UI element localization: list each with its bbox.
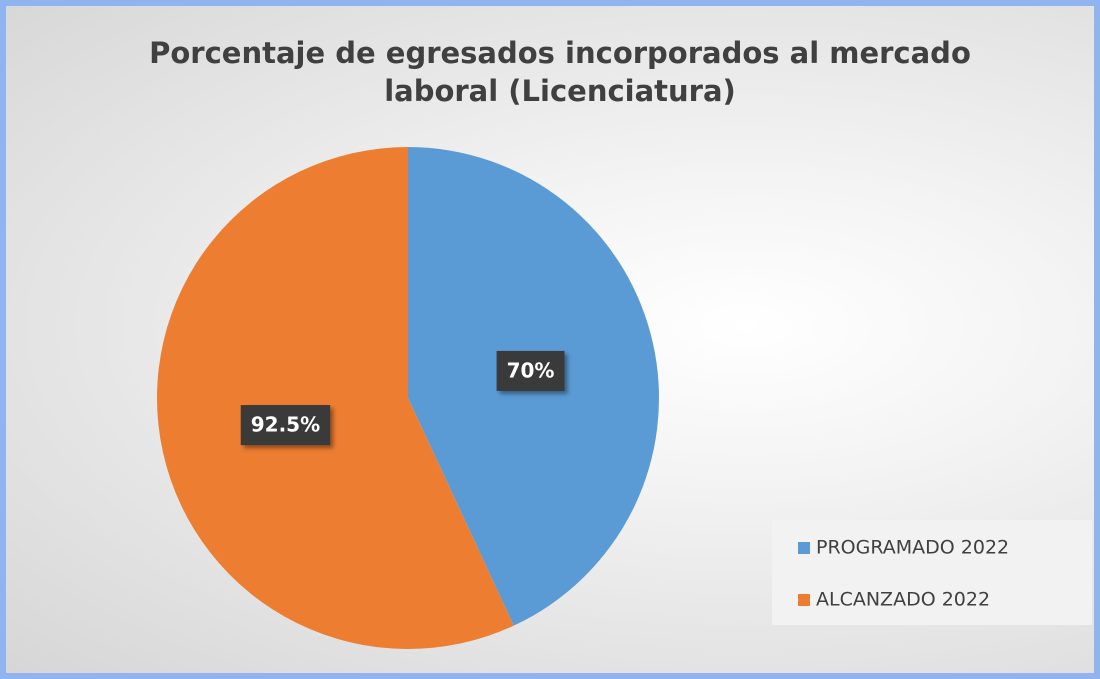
legend-label: ALCANZADO 2022 <box>816 589 990 611</box>
chart-title: Porcentaje de egresados incorporados al … <box>149 36 971 108</box>
pie-slice <box>157 147 514 649</box>
legend-swatch <box>798 594 810 606</box>
legend-label: PROGRAMADO 2022 <box>816 537 1009 559</box>
data-label-box <box>240 405 331 446</box>
legend-swatch <box>798 542 810 554</box>
data-label: 70% <box>507 358 555 382</box>
legend-box <box>772 520 1092 625</box>
data-label: 92.5% <box>251 413 320 437</box>
data-label-box <box>496 350 565 391</box>
